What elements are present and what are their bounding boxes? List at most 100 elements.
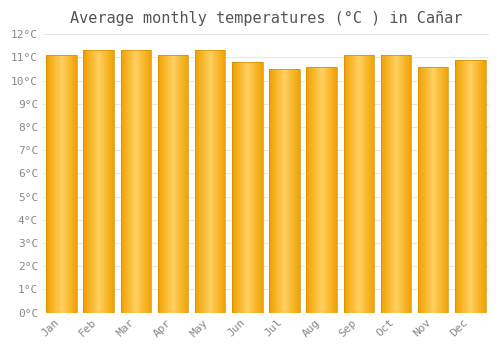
- Bar: [176, 55, 177, 313]
- Bar: [92, 50, 93, 313]
- Bar: [404, 55, 405, 313]
- Bar: [253, 62, 254, 313]
- Bar: [430, 67, 431, 313]
- Bar: [431, 67, 432, 313]
- Bar: [423, 67, 424, 313]
- Bar: [242, 62, 243, 313]
- Bar: [197, 50, 198, 313]
- Bar: [286, 69, 287, 313]
- Bar: [161, 55, 162, 313]
- Bar: [175, 55, 176, 313]
- Bar: [318, 67, 319, 313]
- Bar: [196, 50, 197, 313]
- Bar: [123, 50, 124, 313]
- Bar: [359, 55, 360, 313]
- Bar: [135, 50, 136, 313]
- Bar: [400, 55, 401, 313]
- Bar: [239, 62, 240, 313]
- Bar: [355, 55, 356, 313]
- Bar: [328, 67, 329, 313]
- Bar: [483, 60, 484, 313]
- Bar: [106, 50, 107, 313]
- Bar: [218, 50, 219, 313]
- Bar: [389, 55, 390, 313]
- Bar: [384, 55, 385, 313]
- Bar: [51, 55, 52, 313]
- Bar: [133, 50, 134, 313]
- Bar: [470, 60, 471, 313]
- Bar: [344, 55, 345, 313]
- Bar: [388, 55, 389, 313]
- Bar: [143, 50, 144, 313]
- Bar: [473, 60, 474, 313]
- Bar: [432, 67, 433, 313]
- Bar: [436, 67, 437, 313]
- Bar: [447, 67, 448, 313]
- Bar: [309, 67, 310, 313]
- Bar: [347, 55, 348, 313]
- Bar: [406, 55, 407, 313]
- Bar: [393, 55, 394, 313]
- Bar: [314, 67, 315, 313]
- Bar: [121, 50, 122, 313]
- Bar: [136, 50, 137, 313]
- Bar: [180, 55, 181, 313]
- Bar: [142, 50, 143, 313]
- Bar: [484, 60, 485, 313]
- Bar: [299, 69, 300, 313]
- Bar: [186, 55, 188, 313]
- Bar: [222, 50, 223, 313]
- Bar: [385, 55, 386, 313]
- Bar: [326, 67, 328, 313]
- Bar: [275, 69, 276, 313]
- Bar: [201, 50, 202, 313]
- Bar: [458, 60, 459, 313]
- Bar: [467, 60, 468, 313]
- Bar: [362, 55, 363, 313]
- Bar: [99, 50, 100, 313]
- Bar: [223, 50, 224, 313]
- Bar: [383, 55, 384, 313]
- Bar: [356, 55, 357, 313]
- Bar: [317, 67, 318, 313]
- Bar: [396, 55, 397, 313]
- Bar: [255, 62, 256, 313]
- Bar: [158, 55, 159, 313]
- Bar: [381, 55, 382, 313]
- Bar: [464, 60, 466, 313]
- Bar: [294, 69, 295, 313]
- Bar: [174, 55, 175, 313]
- Bar: [278, 69, 279, 313]
- Bar: [62, 55, 63, 313]
- Bar: [468, 60, 469, 313]
- Bar: [107, 50, 108, 313]
- Bar: [391, 55, 392, 313]
- Bar: [125, 50, 126, 313]
- Bar: [324, 67, 326, 313]
- Bar: [424, 67, 425, 313]
- Bar: [214, 50, 215, 313]
- Bar: [248, 62, 249, 313]
- Bar: [158, 55, 188, 313]
- Bar: [407, 55, 408, 313]
- Bar: [287, 69, 288, 313]
- Bar: [129, 50, 130, 313]
- Bar: [76, 55, 77, 313]
- Bar: [127, 50, 128, 313]
- Bar: [357, 55, 358, 313]
- Bar: [224, 50, 225, 313]
- Bar: [169, 55, 170, 313]
- Bar: [469, 60, 470, 313]
- Bar: [217, 50, 218, 313]
- Bar: [472, 60, 473, 313]
- Bar: [97, 50, 98, 313]
- Bar: [211, 50, 212, 313]
- Bar: [439, 67, 440, 313]
- Bar: [372, 55, 373, 313]
- Bar: [370, 55, 371, 313]
- Bar: [179, 55, 180, 313]
- Bar: [428, 67, 429, 313]
- Bar: [405, 55, 406, 313]
- Bar: [354, 55, 355, 313]
- Bar: [207, 50, 208, 313]
